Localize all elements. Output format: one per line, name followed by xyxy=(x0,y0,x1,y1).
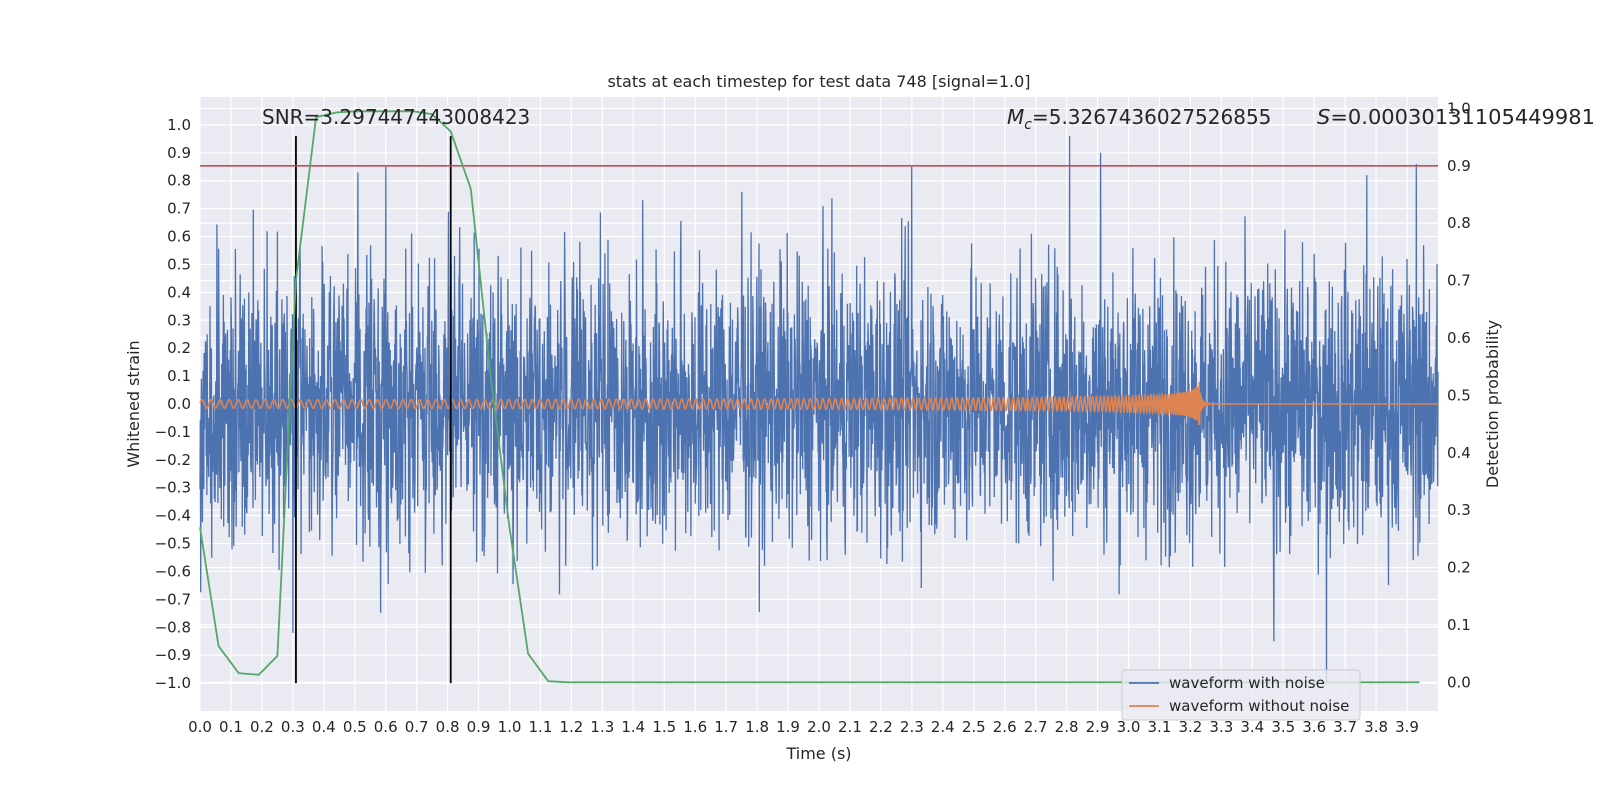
y-left-tick-label: −1.0 xyxy=(155,674,191,692)
snr-annotation: SNR=3.297447443008423 xyxy=(262,105,530,129)
x-tick-label: 2.5 xyxy=(962,718,986,736)
y-left-tick-label: 0.2 xyxy=(167,339,191,357)
y-left-tick-label: 0.7 xyxy=(167,200,191,218)
x-tick-label: 1.5 xyxy=(652,718,676,736)
x-tick-label: 3.8 xyxy=(1364,718,1388,736)
x-axis-label: Time (s) xyxy=(785,744,851,763)
y-right-tick-label: 0.0 xyxy=(1447,673,1471,691)
legend-entry-waveform-without-noise: waveform without noise xyxy=(1169,697,1349,715)
chart-title: stats at each timestep for test data 748… xyxy=(607,72,1030,91)
x-tick-label: 3.5 xyxy=(1271,718,1295,736)
x-tick-label: 3.4 xyxy=(1240,718,1264,736)
x-tick-label: 3.1 xyxy=(1148,718,1172,736)
y-left-tick-label: −0.3 xyxy=(155,479,191,497)
mc-symbol: M xyxy=(1007,105,1024,129)
y-left-tick-label: 1.0 xyxy=(167,116,191,134)
x-tick-label: 3.0 xyxy=(1117,718,1141,736)
x-tick-label: 0.0 xyxy=(188,718,212,736)
x-tick-label: 1.0 xyxy=(498,718,522,736)
x-tick-label: 2.3 xyxy=(900,718,924,736)
x-tick-label: 1.3 xyxy=(590,718,614,736)
tick-labels: 0.0 0.1 0.2 0.3 0.4 0.5 0.6 0.7 0.8 0.9 1.0 1.1 1.2 1… xyxy=(155,99,1471,736)
y-left-tick-label: 0.8 xyxy=(167,172,191,190)
y-left-tick-label: 0.1 xyxy=(167,367,191,385)
y-left-tick-label: −0.7 xyxy=(155,590,191,608)
legend-box xyxy=(1121,669,1361,721)
x-tick-label: 1.4 xyxy=(621,718,645,736)
y-left-tick-label: −0.9 xyxy=(155,646,191,664)
y-left-tick-label: −0.1 xyxy=(155,423,191,441)
series-waveform-without-noise xyxy=(199,381,1438,426)
legend-entry-waveform-with-noise: waveform with noise xyxy=(1169,674,1325,692)
y-left-tick-label: −0.5 xyxy=(155,535,191,553)
x-tick-label: 0.6 xyxy=(374,718,398,736)
s-symbol: S xyxy=(1317,105,1331,129)
x-tick-label: 1.6 xyxy=(683,718,707,736)
mc-annotation: Mc=5.3267436027526855 xyxy=(1007,105,1271,133)
x-tick-label: 0.9 xyxy=(467,718,491,736)
x-tick-label: 2.2 xyxy=(869,718,893,736)
y-axis-label-left: Whitened strain xyxy=(124,340,143,467)
y-axis-label-right: Detection probability xyxy=(1483,320,1502,488)
y-right-tick-label: 0.4 xyxy=(1447,444,1471,462)
y-right-tick-label: 0.2 xyxy=(1447,559,1471,577)
x-tick-label: 0.8 xyxy=(436,718,460,736)
x-tick-label: 1.7 xyxy=(714,718,738,736)
x-tick-label: 2.9 xyxy=(1086,718,1110,736)
y-right-tick-label: 1.0 xyxy=(1447,99,1471,117)
x-tick-label: 1.9 xyxy=(776,718,800,736)
legend: waveform with noise waveform without noi… xyxy=(1121,669,1361,721)
x-tick-label: 3.9 xyxy=(1395,718,1419,736)
mc-subscript: c xyxy=(1024,117,1032,133)
x-tick-label: 2.8 xyxy=(1055,718,1079,736)
y-left-tick-label: 0.4 xyxy=(167,283,191,301)
series-detection-probability xyxy=(199,110,1420,684)
x-tick-label: 0.4 xyxy=(312,718,336,736)
x-tick-label: 2.7 xyxy=(1024,718,1048,736)
waveform-with-noise-line xyxy=(199,136,1439,684)
s-annotation: S=0.00030131105449981 xyxy=(1317,105,1595,129)
x-tick-label: 3.7 xyxy=(1333,718,1357,736)
x-tick-label: 0.2 xyxy=(250,718,274,736)
y-left-tick-label: −0.4 xyxy=(155,507,191,525)
vertical-markers xyxy=(295,136,452,684)
x-tick-label: 1.1 xyxy=(529,718,553,736)
y-left-tick-label: 0.5 xyxy=(167,255,191,273)
x-tick-label: 2.1 xyxy=(838,718,862,736)
y-left-tick-label: 0.6 xyxy=(167,228,191,246)
s-value: =0.00030131105449981 xyxy=(1330,105,1595,129)
y-left-tick-label: 0.3 xyxy=(167,311,191,329)
x-tick-label: 2.0 xyxy=(807,718,831,736)
y-right-tick-label: 0.5 xyxy=(1447,386,1471,404)
y-right-tick-label: 0.6 xyxy=(1447,329,1471,347)
mc-value: =5.3267436027526855 xyxy=(1032,105,1271,129)
x-tick-label: 0.3 xyxy=(281,718,305,736)
y-left-tick-label: −0.2 xyxy=(155,451,191,469)
x-tick-label: 2.6 xyxy=(993,718,1017,736)
x-tick-label: 0.1 xyxy=(219,718,243,736)
x-tick-label: 3.3 xyxy=(1209,718,1233,736)
x-tick-label: 2.4 xyxy=(931,718,955,736)
y-right-tick-label: 0.9 xyxy=(1447,157,1471,175)
x-tick-label: 3.2 xyxy=(1178,718,1202,736)
y-left-tick-label: −0.6 xyxy=(155,562,191,580)
y-right-tick-label: 0.7 xyxy=(1447,272,1471,290)
x-tick-label: 1.2 xyxy=(559,718,583,736)
y-left-tick-label: 0.9 xyxy=(167,144,191,162)
y-right-tick-label: 0.3 xyxy=(1447,501,1471,519)
x-tick-label: 0.5 xyxy=(343,718,367,736)
y-left-tick-label: 0.0 xyxy=(167,395,191,413)
detection-probability-line xyxy=(199,110,1420,684)
x-tick-label: 0.7 xyxy=(405,718,429,736)
y-right-tick-label: 0.8 xyxy=(1447,214,1471,232)
y-left-tick-label: −0.8 xyxy=(155,618,191,636)
x-tick-label: 3.6 xyxy=(1302,718,1326,736)
waveform-without-noise-line xyxy=(199,381,1438,426)
x-tick-label: 1.8 xyxy=(745,718,769,736)
y-right-tick-label: 0.1 xyxy=(1447,616,1471,634)
series-waveform-with-noise xyxy=(199,136,1439,684)
